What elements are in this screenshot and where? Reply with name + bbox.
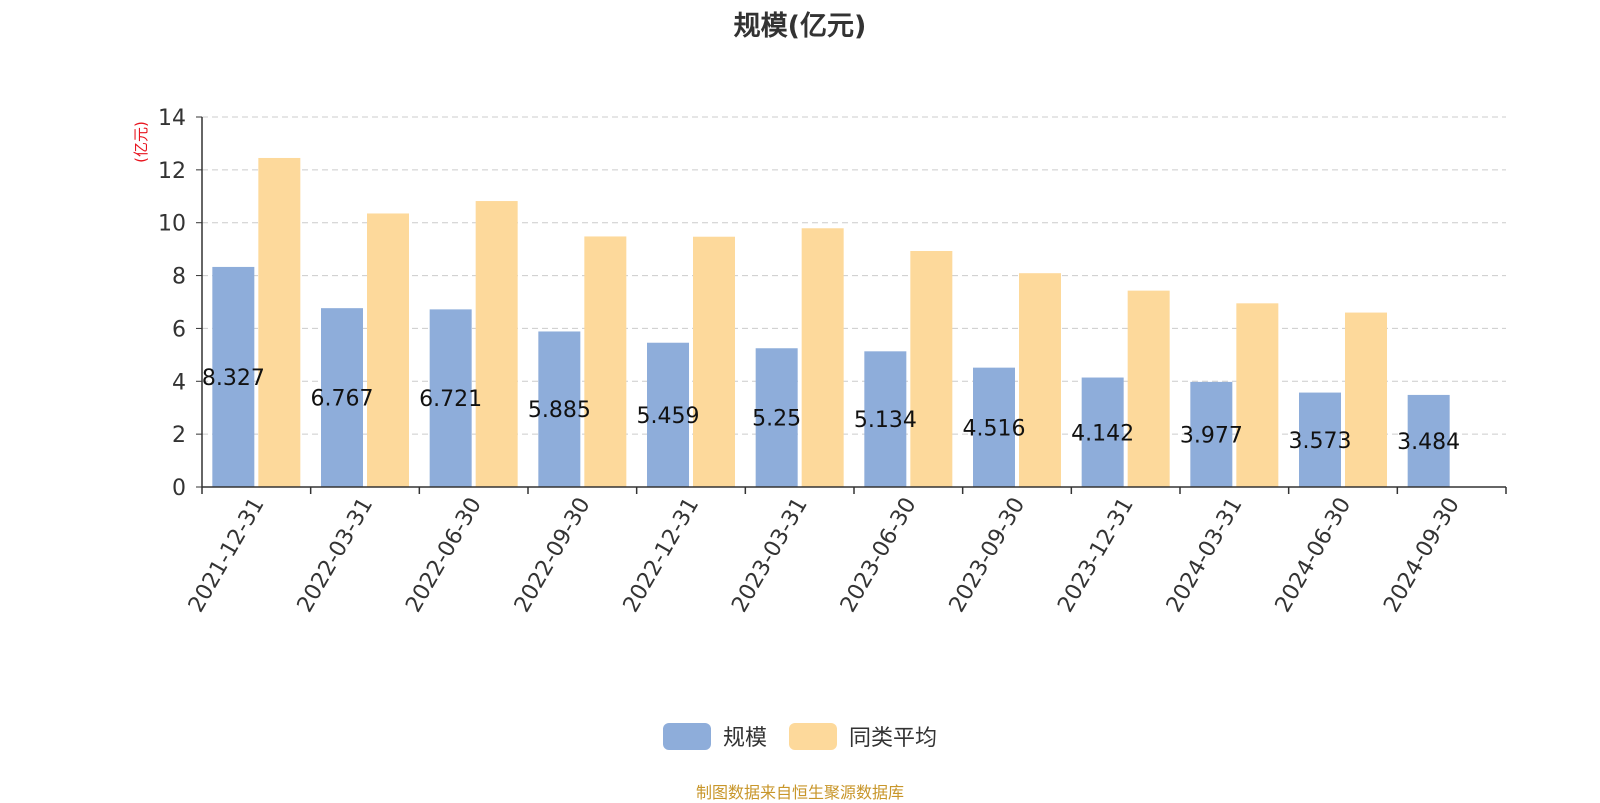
y-tick-label: 8 bbox=[172, 265, 186, 290]
legend: 规模 同类平均 bbox=[0, 720, 1600, 752]
gridlines bbox=[202, 116, 1506, 435]
x-tick-label: 2021-12-31 bbox=[184, 494, 270, 617]
bar-peer-average bbox=[584, 236, 627, 487]
bar-peer-average bbox=[367, 213, 409, 487]
bar-scale bbox=[1299, 392, 1341, 487]
bar-scale bbox=[321, 308, 363, 487]
bar-peer-average bbox=[1236, 303, 1279, 487]
legend-swatch-peer-average bbox=[789, 722, 837, 750]
bar-peer-average bbox=[475, 201, 518, 488]
bar-scale bbox=[864, 351, 907, 487]
data-label: 3.573 bbox=[1289, 429, 1352, 454]
y-tick-label: 10 bbox=[158, 212, 186, 237]
y-axis-label: (亿元) bbox=[132, 121, 150, 163]
x-tick-label: 2022-12-31 bbox=[619, 494, 705, 617]
chart-title: 规模(亿元) bbox=[733, 11, 867, 42]
data-label: 4.142 bbox=[1071, 421, 1134, 446]
y-tick-label: 12 bbox=[158, 159, 186, 184]
y-tick-label: 2 bbox=[172, 423, 186, 448]
x-tick-label: 2023-03-31 bbox=[727, 494, 813, 617]
data-label: 3.977 bbox=[1180, 423, 1243, 448]
x-tick-label: 2022-09-30 bbox=[510, 494, 596, 617]
bar-peer-average bbox=[801, 228, 844, 487]
x-tick-label: 2024-03-31 bbox=[1162, 494, 1248, 617]
legend-item-peer-average[interactable]: 同类平均 bbox=[789, 720, 937, 752]
bar-peer-average bbox=[1019, 273, 1061, 487]
data-label: 8.327 bbox=[202, 366, 265, 391]
x-tick-label: 2024-06-30 bbox=[1271, 494, 1357, 617]
legend-item-scale[interactable]: 规模 bbox=[662, 720, 767, 752]
bar-scale bbox=[647, 342, 689, 487]
bar-peer-average bbox=[910, 250, 953, 487]
x-tick-label: 2022-03-31 bbox=[293, 494, 379, 617]
data-label: 4.516 bbox=[963, 416, 1026, 441]
x-tick-label: 2022-06-30 bbox=[401, 493, 487, 616]
bar-scale bbox=[1407, 394, 1450, 487]
legend-label-peer-average: 同类平均 bbox=[849, 726, 938, 751]
bar-scale bbox=[973, 367, 1015, 487]
x-tick-label: 2023-06-30 bbox=[836, 493, 922, 616]
data-label: 5.885 bbox=[528, 398, 591, 423]
data-label: 5.25 bbox=[752, 407, 801, 432]
bar-peer-average bbox=[1345, 312, 1387, 487]
data-label: 5.459 bbox=[637, 404, 700, 429]
data-label: 5.134 bbox=[854, 408, 917, 433]
legend-label-scale: 规模 bbox=[722, 726, 767, 751]
y-tick-label: 6 bbox=[172, 317, 186, 342]
y-tick-label: 0 bbox=[172, 476, 186, 501]
bar-scale bbox=[429, 309, 472, 487]
bar-scale bbox=[1081, 377, 1124, 487]
y-tick-label: 4 bbox=[172, 370, 186, 395]
y-tick-label: 14 bbox=[158, 106, 186, 131]
bar-peer-average bbox=[258, 157, 301, 487]
bar-scale bbox=[1190, 381, 1233, 487]
bar-chart: 0 2 4 6 8 10 12 14 2021-12-31 2022-03-31 2022-06-3… bbox=[132, 106, 1507, 617]
x-tick-label: 2024-09-30 bbox=[1379, 494, 1465, 617]
data-label: 6.767 bbox=[311, 387, 374, 412]
legend-swatch-scale bbox=[662, 722, 711, 750]
bar-peer-average bbox=[693, 236, 735, 487]
data-label: 3.484 bbox=[1397, 430, 1460, 455]
bar-scale bbox=[755, 348, 798, 487]
bars bbox=[212, 157, 1450, 488]
x-tick-label: 2023-12-31 bbox=[1053, 494, 1139, 617]
bar-scale bbox=[212, 266, 255, 487]
source-note: 制图数据来自恒生聚源数据库 bbox=[695, 783, 904, 802]
bar-peer-average bbox=[1127, 290, 1170, 487]
bar-scale bbox=[538, 331, 581, 487]
data-label: 6.721 bbox=[419, 387, 482, 412]
x-tick-label: 2023-09-30 bbox=[945, 494, 1031, 617]
data-labels: 8.327 6.767 6.721 5.885 5.459 5.25 5.134 4.516 4… bbox=[202, 366, 1460, 455]
